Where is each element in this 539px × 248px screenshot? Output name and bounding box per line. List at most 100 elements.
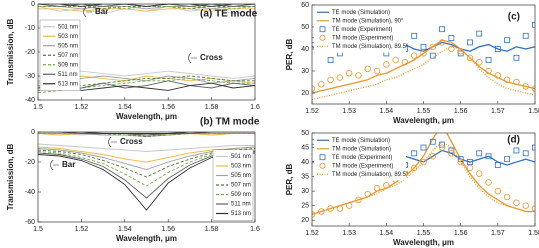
marker [429,153,436,160]
marker [439,26,445,33]
legend-label: 507 nm [58,53,78,59]
marker [373,67,381,75]
legend-box [212,149,254,221]
legend-box [314,6,406,53]
marker [355,72,362,79]
marker [476,150,483,157]
series-line [38,4,255,7]
marker [429,138,436,145]
y-tick-label: -40 [25,97,35,104]
y-tick-label: 50 [301,24,309,31]
marker [532,21,535,28]
legend-label: 509 nm [58,62,78,68]
marker [364,65,371,72]
marker [485,179,492,186]
panel-title: (b) TM mode [200,117,260,128]
marker [420,43,427,50]
marker [513,147,520,154]
x-tick-label: 1.54 [118,226,132,233]
marker [411,52,418,59]
y-tick-label: -40 [25,189,35,196]
marker [494,187,502,195]
x-tick-label: 1.57 [491,108,505,115]
legend-label: TM mode (Experiment) [332,163,393,169]
marker [327,205,334,212]
marker [467,159,473,165]
marker [494,46,501,52]
y-tick-label: 30 [301,68,309,75]
y-tick-label: 35 [301,173,309,180]
marker [336,74,344,81]
x-tick-label: 1.54 [380,230,394,237]
marker [513,54,520,61]
marker [345,202,353,209]
marker [392,56,399,64]
x-tick-label: 1.56 [454,230,468,237]
legend-label: 503 nm [231,164,251,170]
marker [429,52,436,59]
plot-frame [311,4,536,105]
series-line [312,39,535,94]
marker [522,202,529,209]
marker [420,50,427,57]
marker [466,164,474,172]
marker [532,144,535,151]
marker [336,205,344,212]
x-tick-label: 1.55 [417,108,431,115]
series-line [38,133,255,136]
x-tick-label: 1.54 [380,108,394,115]
marker [318,208,325,215]
legend-label: TM mode (Experiment) [332,35,393,41]
marker [383,182,390,189]
legend-label: TM mode (Simulation), 89.5° [332,172,409,178]
y-axis-label: Transmission, dB [6,143,15,210]
marker [457,158,464,166]
panel-title: (a) TE mode [200,9,258,20]
x-tick-label: 1.57 [491,230,505,237]
marker [513,78,520,86]
x-tick-label: 1.58 [205,104,219,111]
legend-label: TE mode (Experiment) [332,27,392,33]
series-line [312,46,535,101]
marker [503,76,511,83]
x-tick-label: 1.5 [33,104,43,111]
x-tick-label: 1.58 [528,230,539,237]
legend-label: TE mode (Simulation) [332,138,390,144]
x-tick-label: 1.5 [33,226,43,233]
marker [466,54,474,61]
marker [522,83,529,90]
y-tick-label: 60 [301,2,309,9]
panel-title: (c) [508,12,520,23]
marker [327,57,334,63]
x-axis-label: Wavelength, μm [116,112,177,121]
marker [485,57,492,63]
series-line [38,5,255,10]
y-tick-label: 45 [301,144,309,151]
series-line [38,148,255,178]
x-tick-label: 1.52 [305,108,319,115]
marker [448,150,455,157]
marker [373,185,381,192]
marker [318,80,325,88]
legend-label: TM mode (Simulation), 90° [332,18,404,24]
marker [494,72,502,79]
x-tick-label: 1.56 [161,226,175,233]
y-tick-label: 25 [301,203,309,210]
x-tick-label: 1.55 [417,230,431,237]
annotation-arrow [83,6,92,18]
x-tick-label: 1.6 [250,226,260,233]
marker [411,32,418,39]
marker [504,37,511,44]
legend-box [39,19,81,91]
panel-title: (d) [507,135,520,146]
y-tick-label: 30 [301,188,309,195]
legend-label: TM mode (Simulation) [332,146,391,152]
series-line [38,132,255,134]
marker [467,39,473,46]
marker [476,30,483,37]
legend-label: 505 nm [231,173,251,179]
y-tick-label: -60 [25,219,35,226]
series-line [38,143,255,152]
x-tick-label: 1.56 [454,108,468,115]
annotation: Cross [120,137,143,146]
